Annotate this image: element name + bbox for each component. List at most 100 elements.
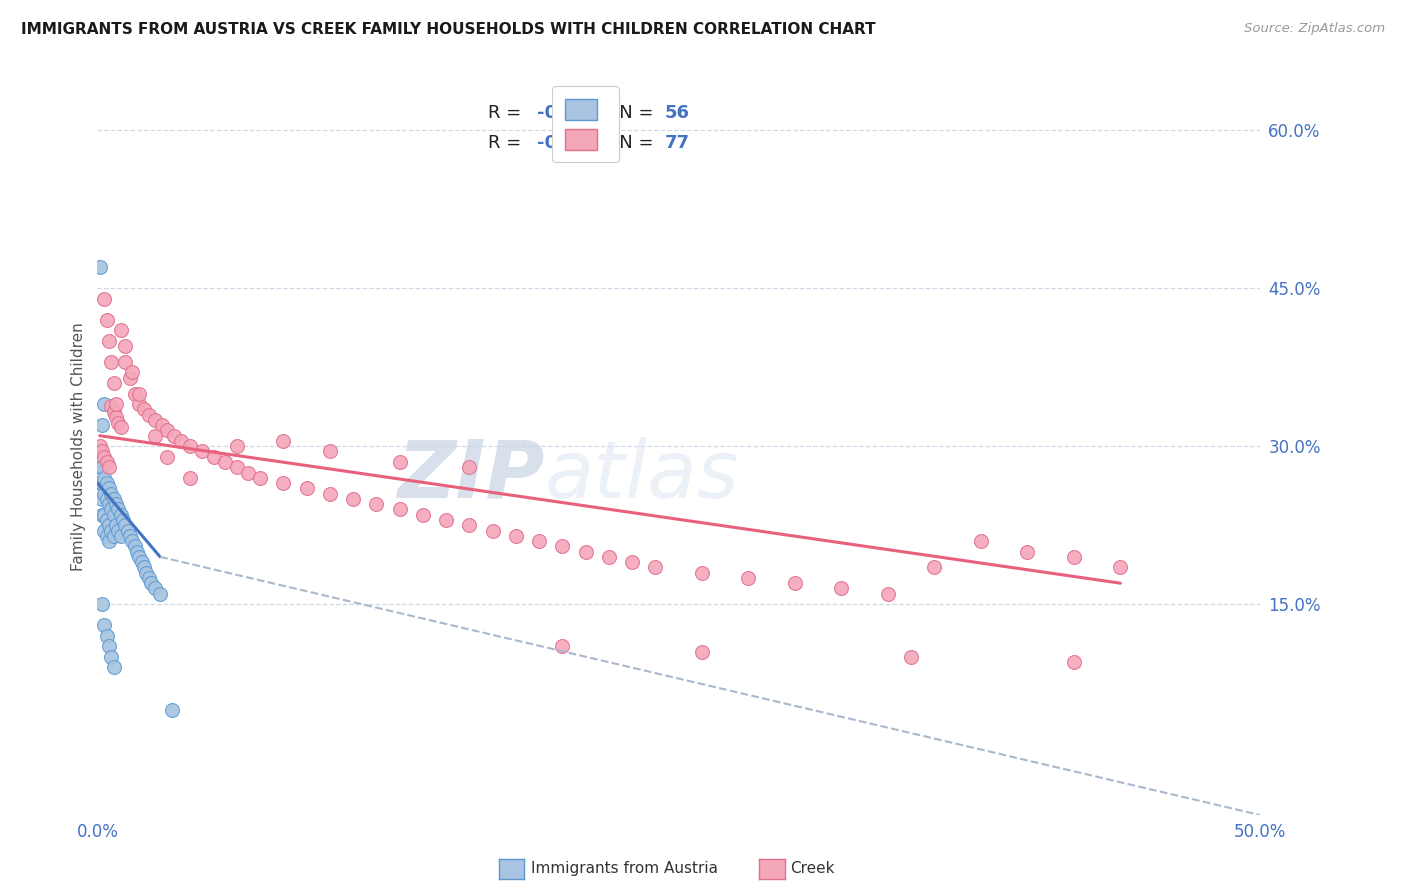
Point xyxy=(103,529,125,543)
Point xyxy=(104,518,127,533)
Point xyxy=(125,544,148,558)
Point xyxy=(598,549,620,564)
Point xyxy=(191,444,214,458)
Point xyxy=(91,597,114,611)
Point xyxy=(91,418,114,433)
Point xyxy=(924,560,946,574)
Point xyxy=(160,703,183,717)
Point xyxy=(104,497,127,511)
Point xyxy=(149,587,172,601)
Point xyxy=(114,355,136,369)
Point xyxy=(388,455,411,469)
Point xyxy=(737,571,759,585)
Point xyxy=(98,534,121,549)
Point xyxy=(121,366,143,380)
Point xyxy=(690,645,713,659)
Point xyxy=(366,497,388,511)
Point xyxy=(93,508,115,522)
Text: Creek: Creek xyxy=(790,862,835,876)
Point xyxy=(121,534,143,549)
Point xyxy=(98,518,121,533)
Point xyxy=(93,524,115,538)
Point xyxy=(145,413,167,427)
Point xyxy=(458,460,481,475)
Point xyxy=(114,339,136,353)
Point xyxy=(138,408,160,422)
Point xyxy=(505,529,527,543)
Point xyxy=(970,534,993,549)
Point xyxy=(93,618,115,632)
Point xyxy=(434,513,457,527)
Point xyxy=(100,649,122,664)
Point xyxy=(551,539,574,553)
Point xyxy=(214,455,236,469)
Point xyxy=(139,576,162,591)
Point xyxy=(156,450,179,464)
Point xyxy=(98,640,121,654)
Point xyxy=(103,376,125,390)
Point xyxy=(93,471,115,485)
Point xyxy=(412,508,434,522)
Point xyxy=(91,444,114,458)
Point xyxy=(91,460,114,475)
Point xyxy=(107,416,129,430)
Point xyxy=(273,434,295,448)
Point xyxy=(110,529,132,543)
Point xyxy=(388,502,411,516)
Point xyxy=(138,571,160,585)
Point xyxy=(131,555,153,569)
Point xyxy=(114,518,136,533)
Point xyxy=(98,481,121,495)
Point xyxy=(156,424,179,438)
Point xyxy=(225,460,247,475)
Point xyxy=(98,460,121,475)
Text: -0.314: -0.314 xyxy=(537,134,602,152)
Text: atlas: atlas xyxy=(546,437,740,515)
Point xyxy=(110,420,132,434)
Point xyxy=(128,386,150,401)
Point xyxy=(96,476,118,491)
Point xyxy=(132,402,155,417)
Point xyxy=(900,649,922,664)
Point xyxy=(132,560,155,574)
Point xyxy=(319,444,342,458)
Point xyxy=(145,428,167,442)
Point xyxy=(128,397,150,411)
Point xyxy=(104,409,127,424)
Point xyxy=(103,660,125,674)
Point xyxy=(104,397,127,411)
Point xyxy=(96,491,118,506)
Y-axis label: Family Households with Children: Family Households with Children xyxy=(72,322,86,571)
Point xyxy=(100,502,122,516)
Text: R =: R = xyxy=(488,104,527,122)
Point xyxy=(249,471,271,485)
Point xyxy=(342,491,364,506)
Point xyxy=(93,292,115,306)
Point xyxy=(295,481,318,495)
Point xyxy=(118,529,141,543)
Point xyxy=(100,355,122,369)
Point xyxy=(93,397,115,411)
Legend: , : , xyxy=(553,87,619,162)
Text: N =: N = xyxy=(602,134,659,152)
Point xyxy=(96,455,118,469)
Point xyxy=(111,513,134,527)
Point xyxy=(273,476,295,491)
Point xyxy=(163,428,186,442)
Point xyxy=(89,460,111,475)
Point xyxy=(91,491,114,506)
Text: Immigrants from Austria: Immigrants from Austria xyxy=(531,862,718,876)
Point xyxy=(575,544,598,558)
Point xyxy=(96,529,118,543)
Point xyxy=(135,566,157,580)
Point xyxy=(783,576,806,591)
Text: 56: 56 xyxy=(665,104,690,122)
Text: ZIP: ZIP xyxy=(398,437,546,515)
Point xyxy=(830,582,852,596)
Point xyxy=(527,534,550,549)
Point xyxy=(124,386,146,401)
Point xyxy=(128,549,150,564)
Point xyxy=(876,587,898,601)
Text: 77: 77 xyxy=(665,134,690,152)
Text: N =: N = xyxy=(602,104,659,122)
